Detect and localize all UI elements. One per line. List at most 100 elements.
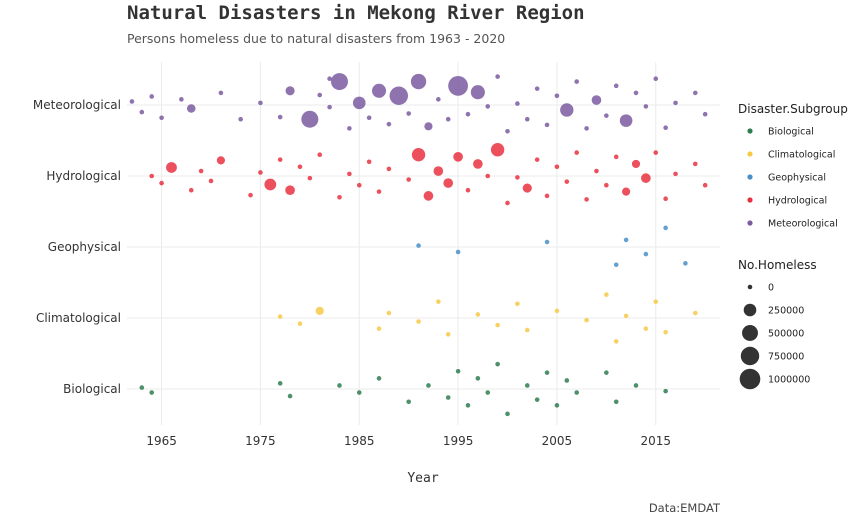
data-point (159, 180, 164, 186)
data-point (258, 100, 263, 106)
data-point (216, 156, 225, 165)
data-point (544, 370, 550, 375)
data-point (524, 116, 530, 122)
data-point (198, 168, 204, 174)
data-point (297, 164, 303, 170)
data-point (490, 143, 505, 157)
data-point (406, 111, 411, 116)
data-point (641, 173, 651, 183)
data-point (376, 326, 382, 331)
legend-key (747, 197, 753, 203)
legend-label: Hydrological (768, 196, 827, 207)
data-point (505, 128, 510, 134)
y-tick-label: Meteorological (33, 98, 121, 112)
data-point (663, 125, 668, 131)
size-legend-label: 1000000 (768, 375, 810, 386)
x-tick-label: 1985 (344, 434, 375, 448)
data-point (485, 173, 491, 179)
data-point (515, 101, 520, 106)
data-point (702, 182, 708, 188)
data-point (623, 313, 629, 319)
size-legend-key (742, 325, 758, 341)
size-legend-label: 250000 (768, 306, 804, 317)
data-point (139, 109, 145, 115)
data-point (544, 193, 550, 199)
data-point (643, 104, 649, 109)
y-tick-label: Geophysical (48, 240, 121, 254)
data-point (356, 182, 362, 188)
data-point (347, 126, 352, 131)
data-point (129, 99, 135, 104)
data-point (591, 95, 602, 105)
data-point (515, 175, 520, 180)
data-point (297, 321, 303, 326)
data-point (453, 152, 463, 162)
legend-label: Meteorological (768, 219, 838, 230)
size-legend-key (747, 284, 753, 290)
data-point (692, 161, 698, 167)
data-point (218, 90, 224, 96)
data-point (287, 393, 293, 399)
data-point (623, 237, 629, 243)
data-point (448, 75, 468, 96)
data-point (653, 299, 659, 304)
data-point (613, 262, 619, 268)
data-point (371, 83, 387, 98)
data-point (524, 383, 530, 388)
data-point (643, 251, 649, 257)
data-point (475, 376, 481, 381)
data-point (470, 85, 485, 100)
data-point (327, 104, 332, 110)
data-point (522, 183, 532, 193)
data-point (406, 399, 411, 405)
data-point (554, 403, 560, 408)
data-point (613, 399, 619, 405)
data-point (604, 370, 609, 375)
color-legend: Biological Climatological Geophysical Hydro… (747, 127, 838, 230)
data-point (406, 177, 411, 182)
data-point (307, 175, 313, 181)
data-point (366, 115, 372, 121)
x-tick-label: 2005 (542, 434, 573, 448)
data-point (277, 381, 283, 386)
data-point (613, 83, 619, 89)
data-point (663, 225, 668, 231)
data-point (633, 383, 639, 388)
data-point (495, 74, 500, 79)
data-point (554, 93, 560, 99)
data-point (149, 94, 155, 99)
data-point (475, 312, 481, 317)
data-point (692, 90, 698, 96)
legend-key (747, 174, 753, 180)
data-point (347, 171, 352, 177)
data-point (584, 126, 589, 131)
data-point (315, 306, 324, 315)
data-point (317, 152, 323, 157)
data-point (495, 322, 500, 328)
chart-subtitle: Persons homeless due to natural disaster… (127, 31, 506, 46)
data-point (604, 113, 609, 118)
data-point (186, 104, 196, 113)
data-point (663, 196, 668, 202)
data-point (386, 310, 392, 316)
data-point (683, 261, 688, 266)
data-point (386, 166, 392, 172)
data-point (455, 249, 461, 255)
size-legend-key (743, 303, 757, 317)
data-point (436, 299, 441, 304)
data-point (613, 339, 619, 344)
data-point (485, 104, 491, 109)
data-point (534, 86, 540, 91)
data-point (515, 301, 520, 307)
y-tick-label: Hydrological (46, 169, 121, 183)
size-legend-title: No.Homeless (738, 258, 817, 272)
data-point (264, 178, 277, 191)
data-point (376, 189, 382, 194)
data-point (376, 376, 382, 381)
data-point (433, 166, 444, 176)
data-point (337, 383, 342, 388)
data-point (692, 310, 698, 316)
y-tick-label: Biological (63, 382, 121, 396)
data-point (445, 395, 451, 400)
